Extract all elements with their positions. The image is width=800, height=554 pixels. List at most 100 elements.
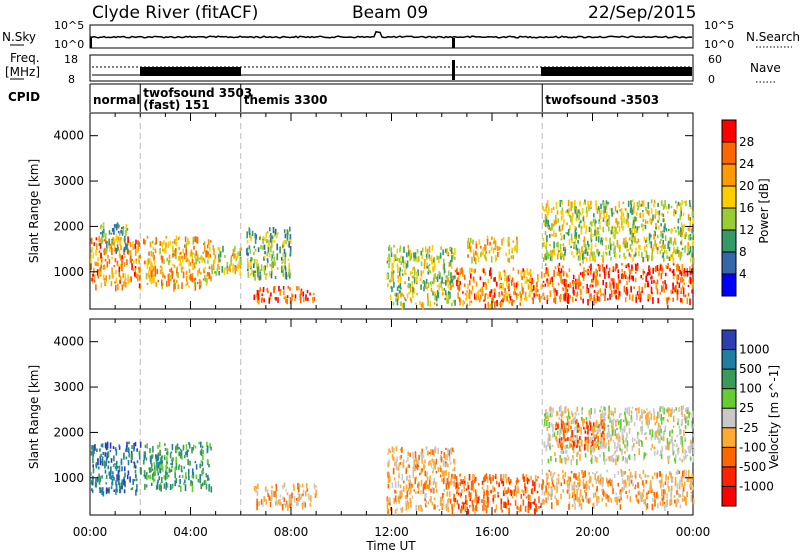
echo-cell bbox=[284, 258, 286, 265]
echo-cell bbox=[690, 491, 693, 494]
echo-cell bbox=[118, 249, 121, 257]
echo-cell bbox=[96, 448, 98, 452]
echo-cell bbox=[272, 491, 275, 497]
echo-cell bbox=[550, 408, 553, 411]
echo-cell bbox=[559, 229, 562, 232]
echo-cell bbox=[200, 452, 203, 456]
echo-cell bbox=[184, 236, 187, 242]
echo-cell bbox=[573, 498, 575, 502]
echo-cell bbox=[121, 466, 123, 472]
echo-cell bbox=[175, 235, 178, 242]
echo-cell bbox=[410, 252, 413, 260]
echo-cell bbox=[422, 455, 425, 459]
echo-cell bbox=[624, 256, 627, 259]
echo-cell bbox=[297, 486, 300, 493]
echo-cell bbox=[255, 488, 257, 492]
echo-cell bbox=[467, 509, 469, 515]
echo-cell bbox=[433, 461, 436, 468]
echo-cell bbox=[503, 501, 505, 508]
echo-cell bbox=[590, 243, 593, 249]
echo-cell bbox=[543, 442, 546, 448]
echo-cell bbox=[519, 504, 522, 512]
echo-cell bbox=[310, 495, 312, 503]
echo-cell bbox=[618, 435, 621, 443]
echo-cell bbox=[394, 255, 397, 259]
echo-cell bbox=[682, 487, 685, 492]
echo-cell bbox=[166, 451, 169, 456]
echo-cell bbox=[251, 269, 253, 275]
echo-cell bbox=[202, 454, 204, 461]
echo-cell bbox=[413, 276, 416, 284]
echo-cell bbox=[111, 272, 114, 279]
echo-cell bbox=[601, 263, 604, 268]
echo-cell bbox=[157, 444, 159, 449]
echo-cell bbox=[295, 498, 298, 501]
echo-cell bbox=[434, 446, 437, 452]
echo-cell bbox=[625, 240, 628, 248]
cpid-mode-label: twofsound 3503 bbox=[143, 86, 252, 100]
echo-cell bbox=[655, 209, 657, 216]
echo-cell bbox=[612, 231, 615, 238]
echo-cell bbox=[571, 491, 574, 497]
echo-cell bbox=[546, 493, 548, 496]
echo-cell bbox=[399, 267, 401, 272]
echo-cell bbox=[214, 271, 216, 274]
echo-cell bbox=[183, 482, 185, 486]
echo-cell bbox=[472, 240, 474, 245]
echo-cell bbox=[643, 236, 646, 242]
echo-cell bbox=[166, 483, 169, 488]
echo-cell bbox=[536, 285, 538, 289]
echo-cell bbox=[495, 300, 497, 303]
echo-cell bbox=[627, 221, 630, 228]
echo-cell bbox=[464, 480, 466, 486]
echo-cell bbox=[557, 473, 560, 477]
echo-cell bbox=[591, 436, 594, 441]
echo-cell bbox=[522, 473, 524, 480]
freq-left-tick-low: 8 bbox=[68, 73, 75, 86]
echo-cell bbox=[646, 416, 649, 421]
echo-cell bbox=[466, 500, 468, 506]
echo-cell bbox=[116, 474, 118, 481]
echo-cell bbox=[304, 502, 307, 508]
echo-cell bbox=[124, 242, 127, 250]
echo-cell bbox=[443, 488, 446, 493]
echo-cell bbox=[614, 429, 617, 437]
echo-cell bbox=[624, 241, 627, 249]
echo-cell bbox=[583, 418, 586, 424]
colorbar-segment bbox=[722, 486, 736, 507]
echo-cell bbox=[175, 271, 178, 277]
echo-cell bbox=[395, 501, 398, 505]
echo-cell bbox=[630, 234, 633, 241]
echo-cell bbox=[626, 407, 628, 415]
echo-cell bbox=[608, 409, 610, 416]
echo-cell bbox=[408, 292, 410, 295]
echo-cell bbox=[490, 272, 493, 279]
echo-cell bbox=[443, 459, 445, 467]
echo-cell bbox=[146, 282, 149, 285]
echo-cell bbox=[409, 271, 412, 276]
echo-cell bbox=[115, 277, 118, 284]
y-tick-label: 4000 bbox=[53, 335, 84, 349]
echo-cell bbox=[113, 489, 115, 492]
echo-cell bbox=[641, 441, 643, 447]
colorbar-segment bbox=[722, 427, 736, 448]
echo-cell bbox=[625, 219, 628, 224]
echo-cell bbox=[664, 489, 666, 495]
echo-cell bbox=[134, 441, 137, 447]
echo-cell bbox=[408, 250, 410, 256]
echo-cell bbox=[305, 294, 307, 301]
echo-cell bbox=[551, 479, 554, 485]
echo-cell bbox=[262, 287, 265, 291]
beam-title: Beam 09 bbox=[352, 3, 428, 23]
echo-cell bbox=[557, 282, 560, 286]
echo-cell bbox=[507, 286, 510, 289]
echo-cell bbox=[495, 504, 498, 511]
echo-cell bbox=[466, 303, 468, 306]
echo-cell bbox=[98, 473, 100, 481]
echo-cell bbox=[542, 292, 545, 297]
echo-cell bbox=[163, 259, 165, 264]
echo-cell bbox=[462, 478, 465, 485]
echo-cell bbox=[571, 218, 573, 225]
echo-cell bbox=[587, 444, 589, 452]
echo-cell bbox=[592, 422, 595, 427]
